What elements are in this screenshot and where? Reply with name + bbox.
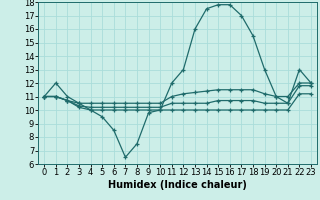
X-axis label: Humidex (Indice chaleur): Humidex (Indice chaleur): [108, 180, 247, 190]
